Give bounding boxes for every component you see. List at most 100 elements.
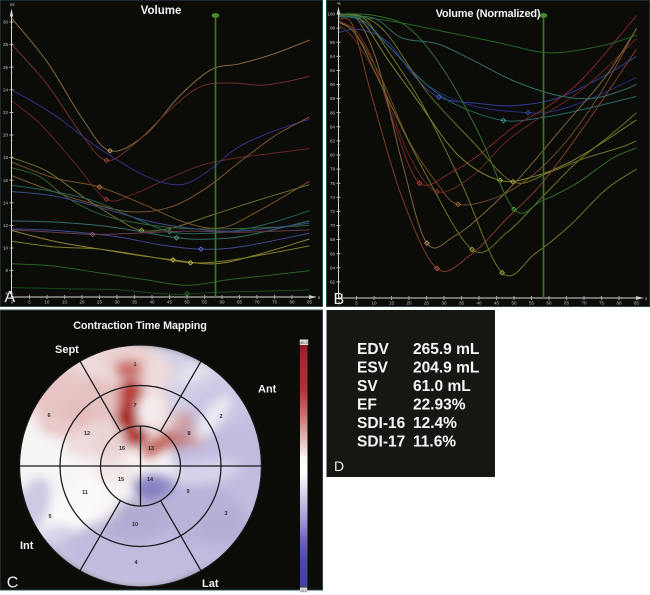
- svg-text:12.4%: 12.4%: [413, 415, 457, 432]
- svg-text:15: 15: [389, 301, 395, 306]
- svg-text:72: 72: [330, 209, 336, 214]
- svg-text:26: 26: [3, 65, 9, 70]
- svg-text:204.9 mL: 204.9 mL: [413, 360, 479, 377]
- svg-text:SDI-17: SDI-17: [357, 434, 405, 451]
- svg-text:30: 30: [441, 301, 447, 306]
- svg-text:7: 7: [133, 403, 136, 409]
- svg-text:78: 78: [330, 167, 336, 172]
- svg-text:A: A: [5, 289, 16, 306]
- svg-text:35: 35: [459, 301, 465, 306]
- svg-text:8: 8: [187, 431, 190, 437]
- svg-text:61.0 mL: 61.0 mL: [413, 378, 471, 395]
- svg-text:82: 82: [330, 139, 336, 144]
- svg-text:84: 84: [330, 124, 336, 129]
- svg-text:80: 80: [330, 153, 336, 158]
- svg-text:Int: Int: [20, 540, 34, 552]
- svg-text:10: 10: [371, 301, 377, 306]
- svg-text:70: 70: [330, 223, 336, 228]
- svg-text:20: 20: [406, 301, 412, 306]
- svg-text:45: 45: [167, 300, 173, 305]
- svg-text:70: 70: [254, 300, 260, 305]
- svg-text:55: 55: [202, 300, 208, 305]
- svg-text:20: 20: [79, 300, 85, 305]
- svg-text:85: 85: [307, 300, 313, 305]
- svg-text:30: 30: [114, 300, 120, 305]
- svg-text:ESV: ESV: [357, 360, 389, 377]
- svg-text:24: 24: [3, 87, 9, 92]
- svg-text:1: 1: [133, 362, 136, 368]
- svg-text:96: 96: [330, 40, 336, 45]
- svg-text:75: 75: [599, 301, 605, 306]
- svg-text:B: B: [334, 291, 345, 308]
- svg-text:45.3: 45.3: [300, 340, 309, 345]
- svg-text:15: 15: [62, 300, 68, 305]
- svg-text:Lat: Lat: [202, 578, 219, 590]
- svg-text:6: 6: [5, 291, 8, 296]
- svg-text:80: 80: [289, 300, 295, 305]
- svg-text:18: 18: [3, 155, 9, 160]
- svg-text:16: 16: [119, 446, 125, 452]
- svg-text:28: 28: [3, 42, 9, 47]
- svg-text:66: 66: [330, 251, 336, 256]
- svg-text:Contraction Time Mapping: Contraction Time Mapping: [73, 320, 207, 332]
- svg-text:92: 92: [330, 68, 336, 73]
- svg-text:8: 8: [5, 268, 8, 273]
- svg-text:60: 60: [219, 300, 225, 305]
- svg-text:98: 98: [330, 26, 336, 31]
- svg-text:0: 0: [11, 300, 14, 305]
- svg-text:265.9 mL: 265.9 mL: [413, 341, 479, 358]
- svg-text:5: 5: [355, 301, 358, 306]
- svg-text:C: C: [7, 575, 19, 592]
- svg-text:65: 65: [564, 301, 570, 306]
- svg-text:EF: EF: [357, 397, 377, 414]
- svg-text:SV: SV: [357, 378, 378, 395]
- svg-text:11: 11: [82, 490, 88, 496]
- svg-text:22: 22: [3, 110, 9, 115]
- svg-text:-8.1: -8.1: [300, 588, 308, 593]
- svg-text:Volume (Normalized): Volume (Normalized): [436, 8, 541, 20]
- svg-text:Sept: Sept: [55, 344, 79, 356]
- svg-text:64: 64: [330, 265, 336, 270]
- svg-text:55: 55: [529, 301, 535, 306]
- svg-text:68: 68: [330, 237, 336, 242]
- svg-text:75: 75: [272, 300, 278, 305]
- svg-text:Ant: Ant: [258, 384, 277, 396]
- svg-text:10: 10: [3, 246, 9, 251]
- svg-text:90: 90: [330, 82, 336, 87]
- svg-text:85: 85: [634, 301, 640, 306]
- svg-text:13: 13: [148, 446, 154, 452]
- svg-text:5: 5: [48, 514, 51, 520]
- svg-text:22.93%: 22.93%: [413, 397, 466, 414]
- svg-text:14: 14: [3, 200, 9, 205]
- svg-text:100: 100: [327, 12, 335, 17]
- svg-text:ml: ml: [10, 2, 14, 7]
- svg-text:86: 86: [330, 110, 336, 115]
- svg-text:10: 10: [132, 522, 138, 528]
- svg-text:12: 12: [3, 223, 9, 228]
- svg-text:15: 15: [118, 477, 124, 483]
- svg-text:16: 16: [3, 178, 9, 183]
- svg-text:4: 4: [134, 560, 138, 566]
- svg-text:5: 5: [28, 300, 31, 305]
- svg-text:20: 20: [3, 133, 9, 138]
- svg-text:45: 45: [494, 301, 500, 306]
- svg-text:74: 74: [330, 195, 336, 200]
- svg-text:s: s: [645, 296, 647, 301]
- svg-text:11.6%: 11.6%: [413, 434, 456, 451]
- svg-text:62: 62: [330, 280, 336, 285]
- svg-text:SDI-16: SDI-16: [357, 415, 406, 432]
- svg-text:9: 9: [186, 489, 189, 495]
- svg-text:70: 70: [581, 301, 587, 306]
- svg-text:6: 6: [47, 413, 50, 419]
- svg-text:76: 76: [330, 181, 336, 186]
- svg-text:D: D: [334, 458, 344, 474]
- svg-text:25: 25: [97, 300, 103, 305]
- svg-text:40: 40: [476, 301, 482, 306]
- svg-text:94: 94: [330, 54, 336, 59]
- svg-text:s: s: [318, 295, 320, 300]
- svg-text:50: 50: [511, 301, 517, 306]
- svg-text:10: 10: [44, 300, 50, 305]
- svg-text:12: 12: [84, 431, 90, 437]
- svg-text:0: 0: [338, 301, 341, 306]
- svg-text:40: 40: [149, 300, 155, 305]
